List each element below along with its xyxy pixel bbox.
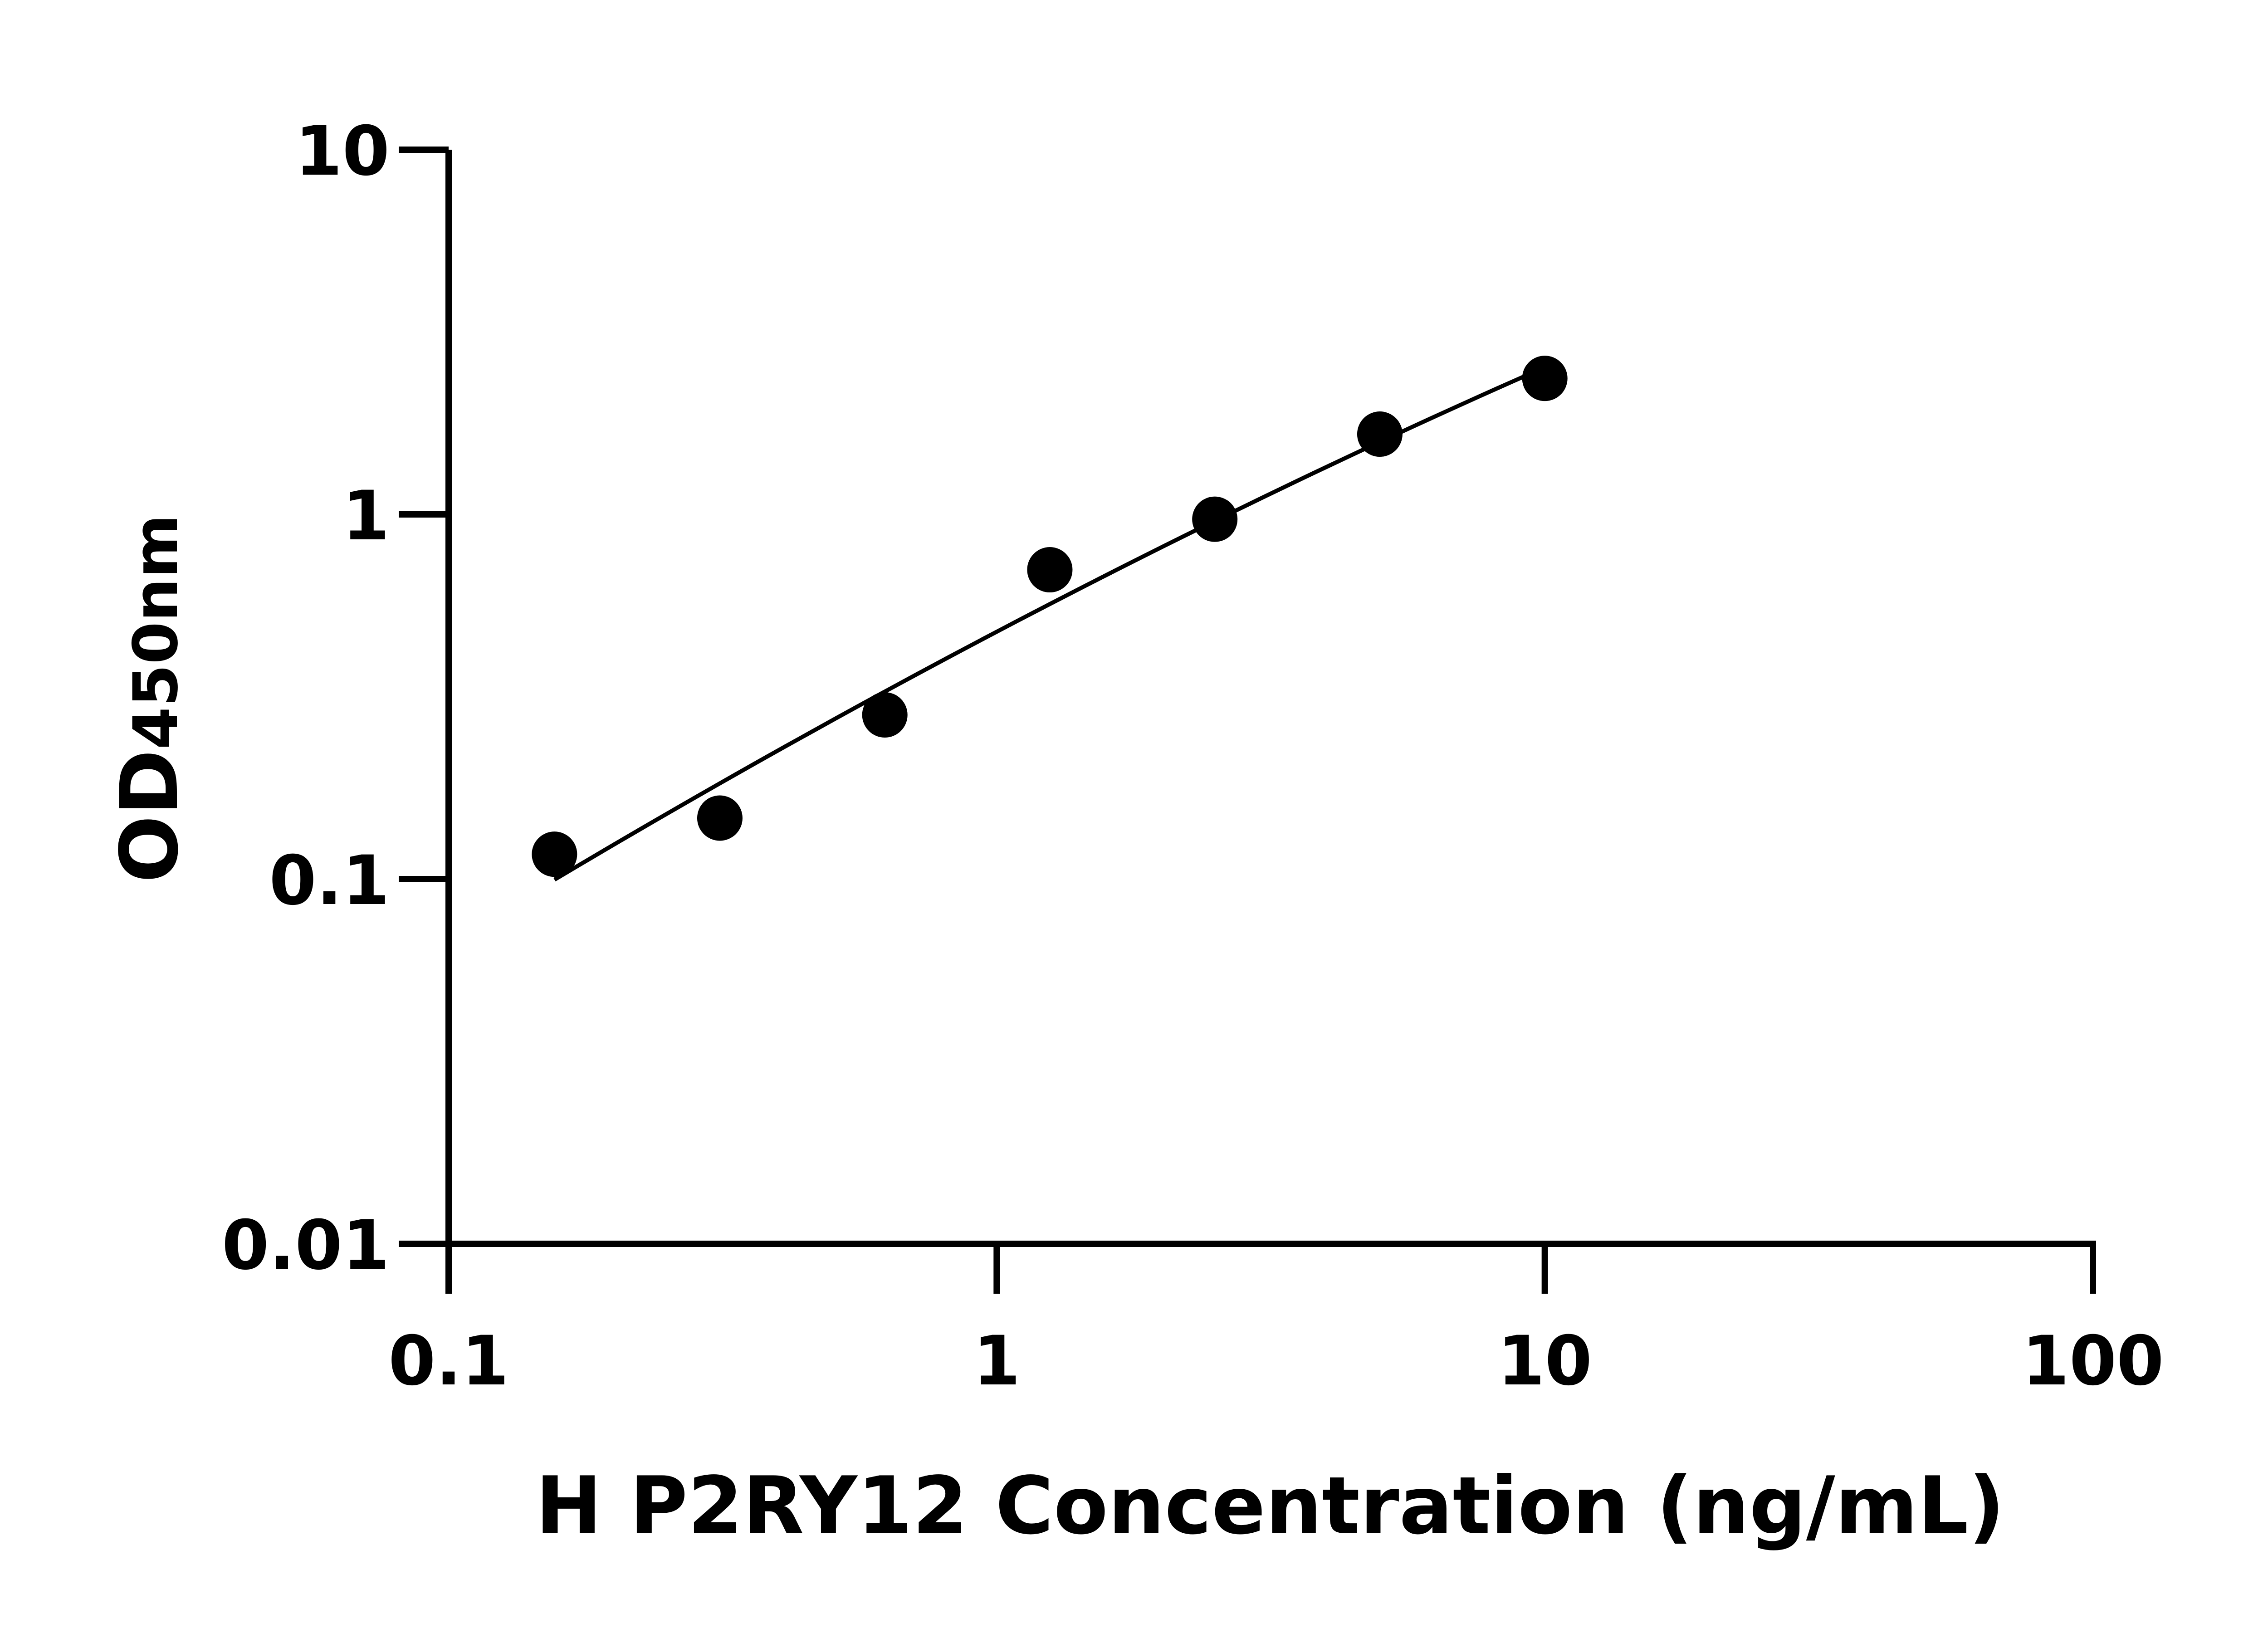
data-point xyxy=(862,692,908,738)
data-point xyxy=(1522,356,1568,401)
x-tick-labels: 0.1 1 10 100 xyxy=(388,1322,2164,1401)
data-point xyxy=(1192,496,1238,542)
x-tick-label: 100 xyxy=(2022,1322,2164,1401)
y-tick-label: 1 xyxy=(342,477,390,556)
data-points xyxy=(532,356,1568,877)
data-point xyxy=(1357,411,1403,457)
y-axis-label-main: OD xyxy=(104,749,196,883)
data-point xyxy=(697,795,743,841)
y-axis-label: OD450nm xyxy=(104,514,196,883)
x-tick-label: 0.1 xyxy=(388,1322,509,1401)
y-tick-label: 10 xyxy=(295,112,390,191)
x-axis-label: H P2RY12 Concentration (ng/mL) xyxy=(535,1460,2004,1552)
data-point xyxy=(532,831,577,877)
x-tick-label: 10 xyxy=(1497,1322,1592,1401)
y-tick-label: 0.1 xyxy=(269,841,390,920)
y-axis-label-sub: 450nm xyxy=(120,514,191,750)
y-tick-label: 0.01 xyxy=(222,1206,390,1285)
y-tick-labels: 0.01 0.1 1 10 xyxy=(222,112,390,1285)
axes xyxy=(399,147,2096,1294)
data-point xyxy=(1027,547,1073,593)
x-tick-label: 1 xyxy=(973,1322,1020,1401)
